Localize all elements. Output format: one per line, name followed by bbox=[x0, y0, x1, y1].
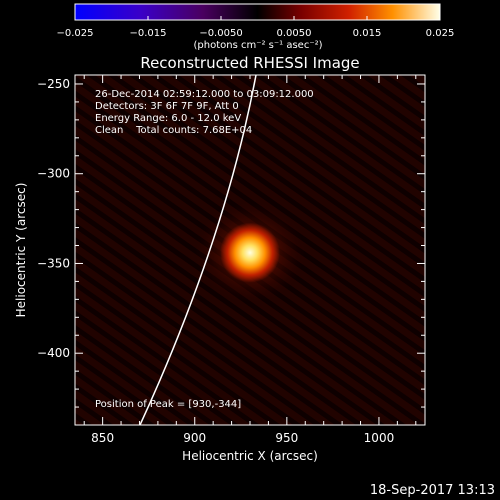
solar-limb bbox=[139, 75, 257, 425]
image-area bbox=[75, 75, 425, 425]
x-tick-label: 950 bbox=[275, 431, 298, 445]
colorbar-ticks: −0.025 −0.015 −0.0050 0.0050 0.015 0.025 bbox=[56, 16, 454, 39]
colorbar bbox=[74, 3, 441, 21]
peak-position: Position of Peak = [930,-344] bbox=[95, 399, 241, 410]
colorbar-tick-label: −0.0050 bbox=[199, 28, 242, 39]
plot-title: Reconstructed RHESSI Image bbox=[140, 54, 359, 72]
y-tick-label: −250 bbox=[37, 77, 70, 91]
y-tick-label: −350 bbox=[37, 256, 70, 270]
x-tick-label: 1000 bbox=[364, 431, 395, 445]
colorbar-tick-label: 0.0050 bbox=[277, 28, 312, 39]
footer-date: 18-Sep-2017 13:13 bbox=[370, 483, 495, 498]
y-axis-ticks: −250 −300 −350 −400 bbox=[37, 77, 425, 426]
x-tick-label: 900 bbox=[183, 431, 206, 445]
info-line-4: Clean Total counts: 7.68E+04 bbox=[95, 125, 252, 136]
colorbar-units: (photons cm⁻² s⁻¹ asec⁻²) bbox=[193, 40, 322, 51]
info-line-2: Detectors: 3F 6F 7F 9F, Att 0 bbox=[95, 101, 239, 112]
y-axis-label: Heliocentric Y (arcsec) bbox=[14, 183, 28, 318]
flare-source bbox=[220, 222, 280, 283]
x-axis-label: Heliocentric X (arcsec) bbox=[182, 449, 318, 463]
x-axis-ticks: 850 900 950 1000 bbox=[83, 75, 417, 445]
y-tick-label: −400 bbox=[37, 346, 70, 360]
colorbar-tick-label: 0.025 bbox=[426, 28, 455, 39]
y-tick-label: −300 bbox=[37, 167, 70, 181]
colorbar-tick-label: −0.025 bbox=[56, 28, 93, 39]
info-line-1: 26-Dec-2014 02:59:12.000 to 03:09:12.000 bbox=[95, 89, 314, 100]
info-line-3: Energy Range: 6.0 - 12.0 keV bbox=[95, 113, 241, 124]
x-tick-label: 850 bbox=[91, 431, 114, 445]
colorbar-tick-label: 0.015 bbox=[353, 28, 382, 39]
colorbar-tick-label: −0.015 bbox=[129, 28, 166, 39]
